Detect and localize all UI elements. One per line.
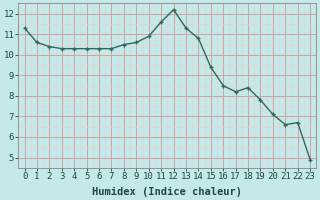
X-axis label: Humidex (Indice chaleur): Humidex (Indice chaleur) bbox=[92, 186, 242, 197]
